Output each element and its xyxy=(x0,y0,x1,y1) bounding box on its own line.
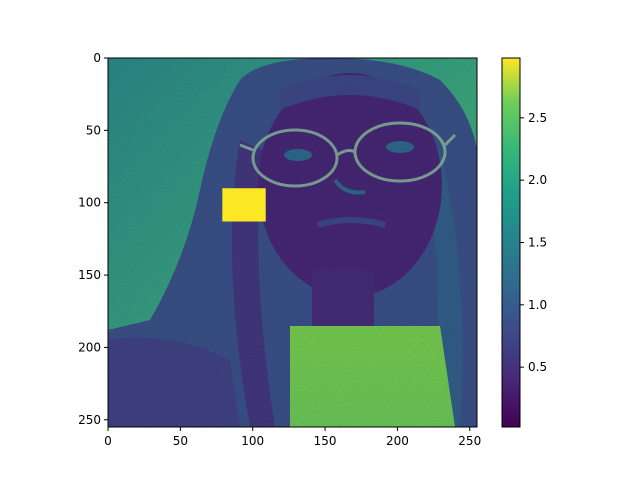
colorbar: 0.5 1.0 1.5 2.0 2.5 xyxy=(501,57,547,428)
colorbar-gradient xyxy=(501,57,521,428)
y-tick-label: 150 xyxy=(78,268,101,282)
colorbar-tick-label: 1.5 xyxy=(528,236,547,250)
colorbar-tick-label: 2.5 xyxy=(528,111,547,125)
heatmap-image xyxy=(108,58,477,427)
colorbar-axis: 0.5 1.0 1.5 2.0 2.5 xyxy=(520,111,547,374)
highlight-patch xyxy=(222,188,266,222)
x-tick-label: 200 xyxy=(386,434,409,448)
y-tick-label: 100 xyxy=(78,196,101,210)
colorbar-tick-label: 0.5 xyxy=(528,360,547,374)
y-tick-label: 200 xyxy=(78,340,101,354)
y-tick-label: 0 xyxy=(93,51,101,65)
x-tick-label: 0 xyxy=(104,434,112,448)
y-tick-label: 50 xyxy=(86,123,101,137)
x-tick-label: 250 xyxy=(458,434,481,448)
x-tick-label: 150 xyxy=(314,434,337,448)
x-tick-label: 100 xyxy=(241,434,264,448)
y-axis: 0 50 100 150 200 250 xyxy=(78,51,108,427)
y-tick-label: 250 xyxy=(78,413,101,427)
x-tick-label: 50 xyxy=(173,434,188,448)
x-axis: 0 50 100 150 200 250 xyxy=(104,427,481,448)
axes-frame xyxy=(107,57,478,428)
colorbar-tick-label: 1.0 xyxy=(528,298,547,312)
colorbar-tick-label: 2.0 xyxy=(528,173,547,187)
